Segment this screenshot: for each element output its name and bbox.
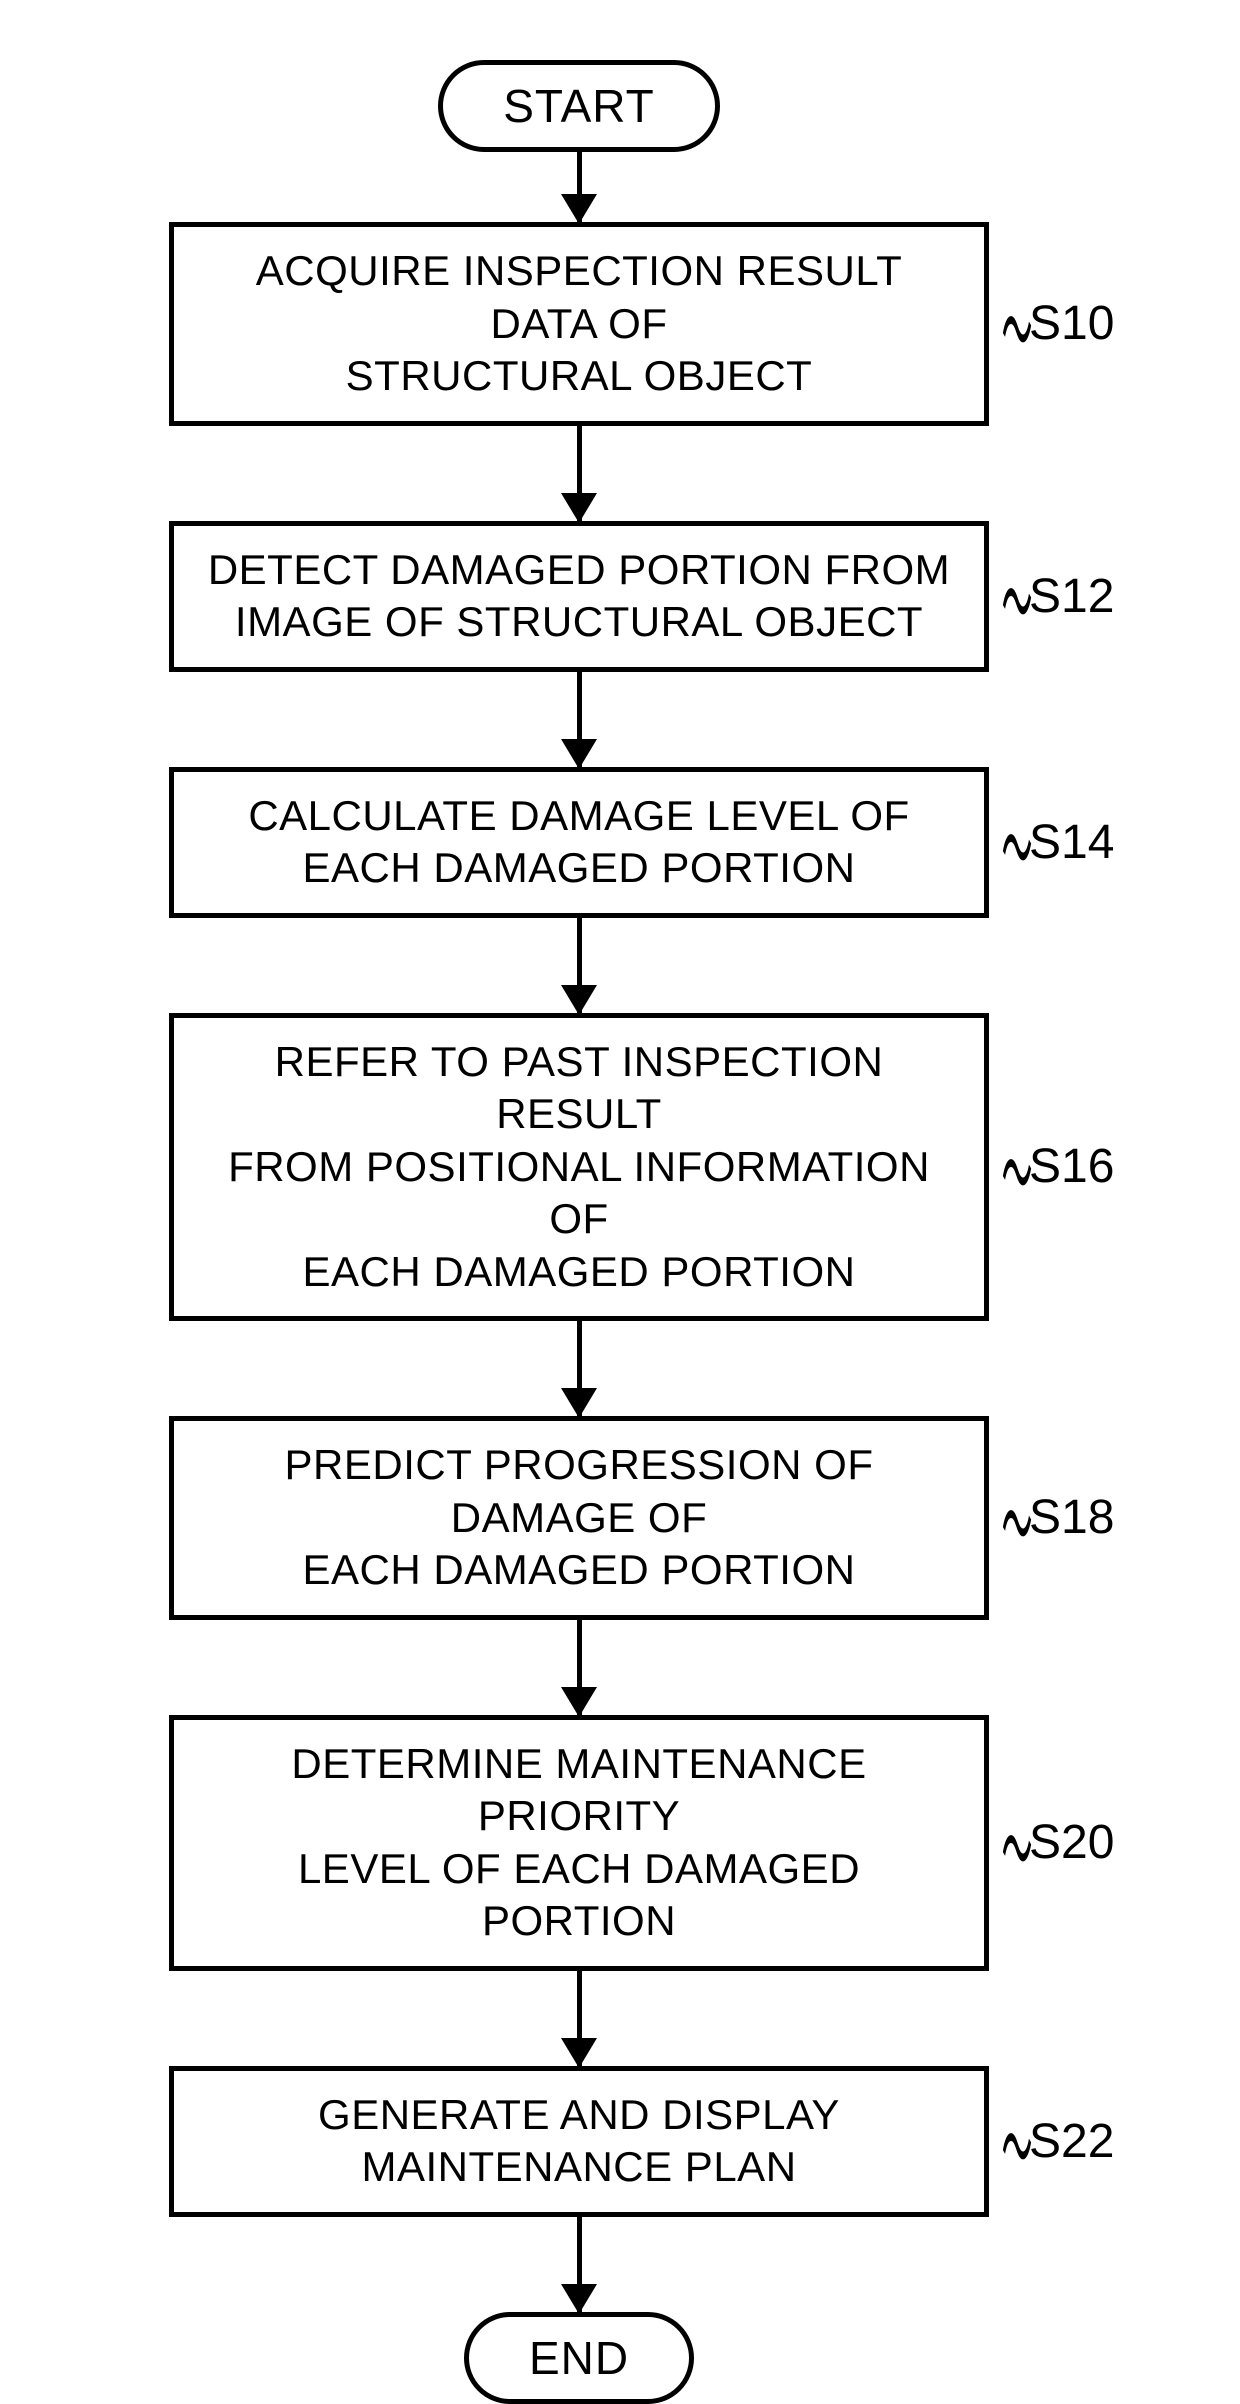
step-s16: REFER TO PAST INSPECTION RESULTFROM POSI… — [169, 1013, 989, 1322]
process-box: REFER TO PAST INSPECTION RESULTFROM POSI… — [169, 1013, 989, 1322]
connector-tilde: 〜 — [1002, 1447, 1033, 1588]
step-label: S16 — [1029, 1139, 1114, 1194]
process-box: DETECT DAMAGED PORTION FROMIMAGE OF STRU… — [169, 521, 989, 672]
start-terminal: START — [438, 60, 720, 152]
connector-tilde: 〜 — [1002, 253, 1033, 394]
process-box: GENERATE AND DISPLAYMAINTENANCE PLAN — [169, 2066, 989, 2217]
step-s14: CALCULATE DAMAGE LEVEL OFEACH DAMAGED PO… — [169, 767, 989, 918]
arrow — [577, 1321, 582, 1416]
step-s22: GENERATE AND DISPLAYMAINTENANCE PLAN 〜 S… — [169, 2066, 989, 2217]
arrow — [577, 1620, 582, 1715]
step-label: S22 — [1029, 2114, 1114, 2169]
process-box: DETERMINE MAINTENANCE PRIORITYLEVEL OF E… — [169, 1715, 989, 1971]
arrow — [577, 152, 582, 222]
process-box: ACQUIRE INSPECTION RESULT DATA OFSTRUCTU… — [169, 222, 989, 426]
arrow — [577, 2217, 582, 2312]
step-label: S12 — [1029, 569, 1114, 624]
end-terminal: END — [464, 2312, 694, 2404]
connector-tilde: 〜 — [1002, 2071, 1033, 2212]
step-label: S14 — [1029, 815, 1114, 870]
arrow — [577, 426, 582, 521]
step-label: S20 — [1029, 1815, 1114, 1870]
step-s10: ACQUIRE INSPECTION RESULT DATA OFSTRUCTU… — [169, 222, 989, 426]
flowchart-container: START ACQUIRE INSPECTION RESULT DATA OFS… — [169, 60, 989, 2404]
arrow — [577, 672, 582, 767]
connector-tilde: 〜 — [1002, 526, 1033, 667]
connector-tilde: 〜 — [1002, 1772, 1033, 1913]
step-s12: DETECT DAMAGED PORTION FROMIMAGE OF STRU… — [169, 521, 989, 672]
process-box: PREDICT PROGRESSION OF DAMAGE OFEACH DAM… — [169, 1416, 989, 1620]
arrow — [577, 1971, 582, 2066]
step-s18: PREDICT PROGRESSION OF DAMAGE OFEACH DAM… — [169, 1416, 989, 1620]
process-box: CALCULATE DAMAGE LEVEL OFEACH DAMAGED PO… — [169, 767, 989, 918]
step-s20: DETERMINE MAINTENANCE PRIORITYLEVEL OF E… — [169, 1715, 989, 1971]
connector-tilde: 〜 — [1002, 1096, 1033, 1237]
step-label: S10 — [1029, 296, 1114, 351]
arrow — [577, 918, 582, 1013]
connector-tilde: 〜 — [1002, 772, 1033, 913]
step-label: S18 — [1029, 1490, 1114, 1545]
